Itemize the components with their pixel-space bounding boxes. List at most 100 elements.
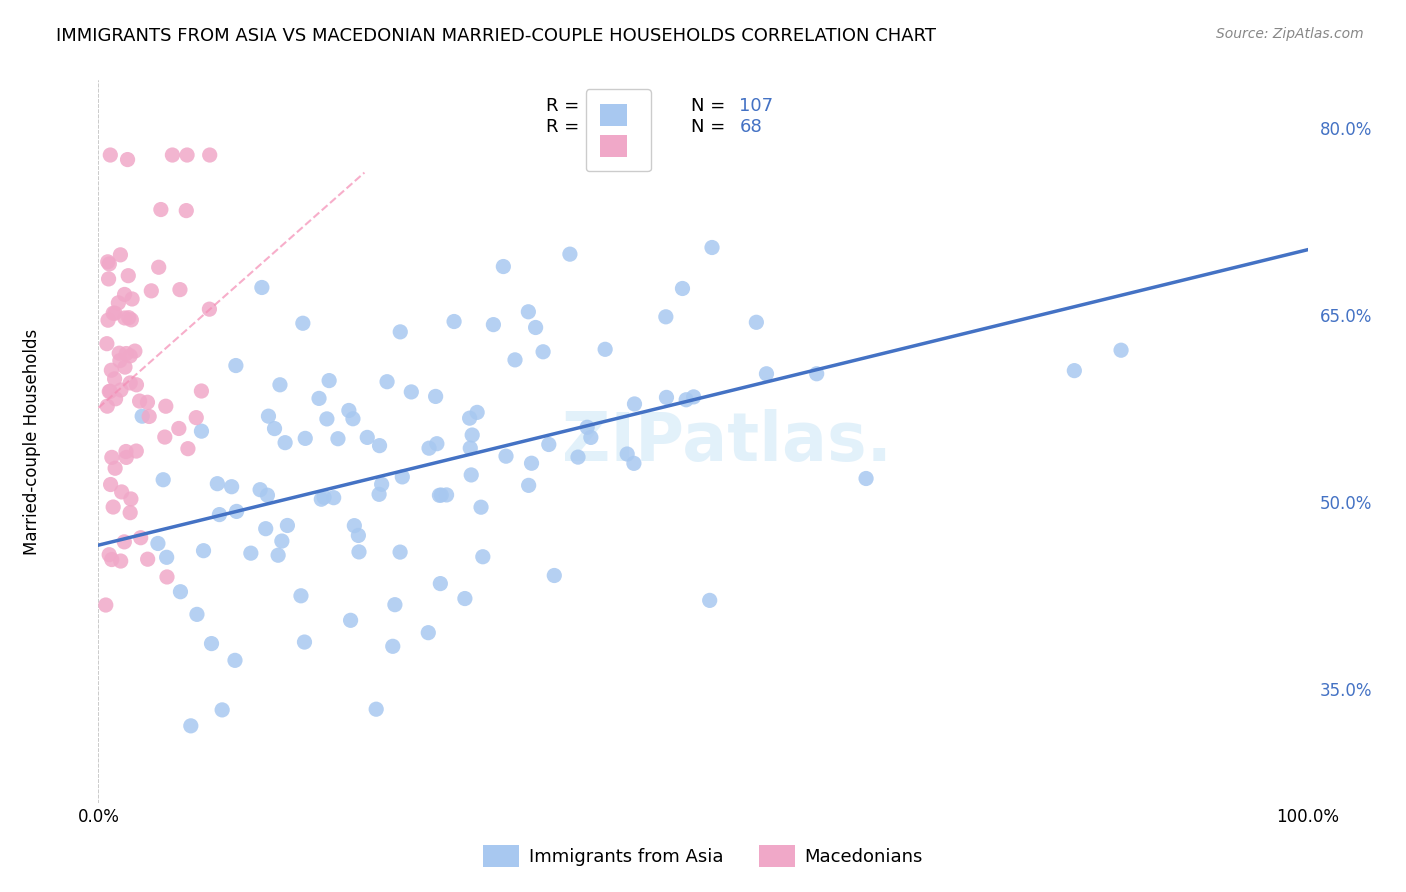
Text: N =: N = <box>690 119 737 136</box>
Point <box>579 430 602 444</box>
Point <box>342 411 364 425</box>
Point <box>239 546 262 560</box>
Point <box>256 488 278 502</box>
Point <box>155 399 177 413</box>
Text: 35.0%: 35.0% <box>1320 681 1372 699</box>
Point <box>152 473 174 487</box>
Point <box>190 424 212 438</box>
Point <box>225 504 247 518</box>
Point <box>311 492 333 507</box>
Point <box>225 359 247 373</box>
Point <box>108 353 131 368</box>
Point <box>211 703 233 717</box>
Point <box>492 260 515 274</box>
Point <box>316 412 339 426</box>
Point <box>198 148 221 162</box>
Point <box>270 534 292 549</box>
Point <box>537 437 560 451</box>
Point <box>558 247 581 261</box>
Point <box>461 428 484 442</box>
Point <box>98 548 121 562</box>
Point <box>675 392 697 407</box>
Point <box>426 436 449 450</box>
Point <box>186 607 208 622</box>
Point <box>177 442 200 456</box>
Point <box>156 550 179 565</box>
Point <box>337 403 360 417</box>
Point <box>347 528 370 542</box>
Point <box>136 395 159 409</box>
Point <box>169 283 191 297</box>
Point <box>531 344 554 359</box>
Point <box>430 488 453 502</box>
Point <box>125 444 148 458</box>
Point <box>623 397 645 411</box>
Point <box>655 391 678 405</box>
Point <box>294 431 316 445</box>
Point <box>149 202 172 217</box>
Point <box>384 598 406 612</box>
Point <box>699 593 721 607</box>
Point <box>322 491 344 505</box>
Point <box>104 306 127 320</box>
Text: 0.111: 0.111 <box>595 119 645 136</box>
Point <box>370 477 392 491</box>
Point <box>111 485 134 500</box>
Point <box>755 367 778 381</box>
Point <box>167 421 190 435</box>
Point <box>120 349 142 363</box>
Point <box>375 375 398 389</box>
Point <box>101 500 124 514</box>
Point <box>104 461 127 475</box>
Point <box>121 292 143 306</box>
Point <box>180 719 202 733</box>
Text: IMMIGRANTS FROM ASIA VS MACEDONIAN MARRIED-COUPLE HOUSEHOLDS CORRELATION CHART: IMMIGRANTS FROM ASIA VS MACEDONIAN MARRI… <box>56 27 936 45</box>
Point <box>97 272 120 286</box>
Point <box>200 637 222 651</box>
Point <box>221 480 243 494</box>
Point <box>368 439 391 453</box>
Point <box>471 549 494 564</box>
Text: N =: N = <box>690 96 731 114</box>
Point <box>131 409 153 424</box>
Point <box>366 702 388 716</box>
Point <box>700 240 723 254</box>
Point <box>326 432 349 446</box>
Point <box>129 531 152 545</box>
Point <box>101 450 124 465</box>
Point <box>112 534 135 549</box>
Point <box>120 376 142 390</box>
Point <box>567 450 589 464</box>
Point <box>806 367 828 381</box>
Point <box>318 374 340 388</box>
Point <box>249 483 271 497</box>
Point <box>120 506 142 520</box>
Point <box>174 203 197 218</box>
Point <box>343 518 366 533</box>
Point <box>458 411 481 425</box>
Point <box>368 487 391 501</box>
Point <box>576 420 599 434</box>
Point <box>418 625 440 640</box>
Point <box>429 488 451 502</box>
Point <box>115 450 138 465</box>
Point <box>294 635 316 649</box>
Point <box>96 399 118 413</box>
Point <box>454 591 477 606</box>
Point <box>356 430 378 444</box>
Point <box>312 491 335 505</box>
Point <box>104 372 127 386</box>
Point <box>96 336 118 351</box>
Point <box>291 316 314 330</box>
Point <box>117 268 139 283</box>
Point <box>100 552 122 566</box>
Point <box>381 640 404 654</box>
Point <box>94 598 117 612</box>
Text: Source: ZipAtlas.com: Source: ZipAtlas.com <box>1216 27 1364 41</box>
Point <box>274 435 297 450</box>
Point <box>115 346 138 360</box>
Point <box>108 346 131 360</box>
Point <box>495 449 517 463</box>
Point <box>120 491 142 506</box>
Point <box>429 576 451 591</box>
